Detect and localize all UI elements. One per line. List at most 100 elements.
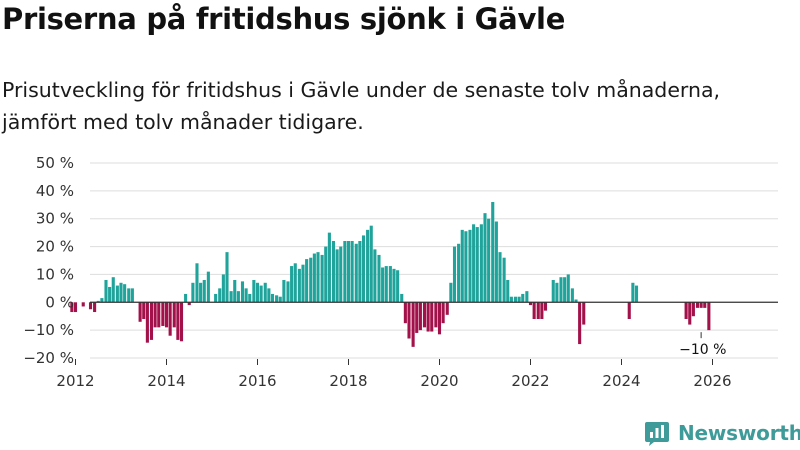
bar [464, 231, 468, 303]
bar [418, 302, 422, 331]
bar [115, 285, 119, 303]
x-tick-label: 2020 [420, 372, 458, 390]
bar [555, 282, 559, 303]
bar [327, 232, 331, 303]
bar [396, 270, 400, 303]
bar [293, 263, 297, 303]
axes: −20 % −10 % 0 % 10 % 20 % 30 % 40 % 50 % 2012 201… [23, 154, 778, 390]
bar [119, 282, 123, 303]
bar [240, 281, 245, 303]
bar [316, 252, 320, 303]
bar [517, 296, 521, 303]
bar [627, 302, 631, 319]
bar [263, 282, 267, 303]
bar [634, 285, 639, 303]
bar [452, 246, 457, 303]
bar [407, 302, 411, 339]
bar [688, 302, 692, 325]
bar [229, 291, 233, 303]
bar [551, 280, 555, 303]
bar [384, 266, 388, 303]
bar [475, 227, 479, 303]
bar [290, 266, 294, 303]
bar [457, 243, 461, 303]
bar [88, 302, 93, 310]
bar [96, 300, 100, 303]
bar [70, 302, 74, 313]
bar [449, 282, 453, 303]
bar [309, 257, 313, 303]
bar [479, 224, 483, 303]
bar [184, 293, 188, 303]
bar [301, 264, 305, 303]
annotation-label: −10 % [679, 342, 726, 358]
bar [320, 254, 324, 303]
bar [582, 302, 586, 325]
bar [369, 225, 373, 303]
bar [270, 293, 275, 303]
bar [218, 288, 222, 303]
bar [472, 224, 476, 303]
bar [434, 302, 438, 328]
bar [540, 302, 544, 319]
x-tick-label: 2024 [602, 372, 640, 390]
bar [195, 263, 199, 303]
bar [502, 257, 506, 303]
bar [707, 302, 711, 331]
gridlines [90, 162, 778, 359]
bar [236, 291, 240, 303]
bar [312, 253, 316, 303]
bar [248, 293, 252, 303]
bar [631, 282, 635, 303]
bar [513, 296, 518, 303]
bar [684, 302, 688, 319]
bar [578, 302, 582, 345]
bar [225, 252, 229, 303]
bar [108, 286, 112, 303]
bar [100, 298, 104, 303]
y-tick-label: 40 % [36, 182, 74, 200]
bar [532, 302, 536, 319]
y-tick-label: 20 % [36, 238, 74, 256]
bar [81, 302, 85, 307]
bar [536, 302, 540, 319]
bar [187, 302, 191, 306]
bar [415, 302, 419, 333]
bar [691, 302, 695, 317]
bar [574, 299, 578, 303]
bar [525, 291, 529, 303]
bar [324, 246, 328, 303]
bar [403, 302, 407, 324]
y-tick-label: −20 % [23, 349, 74, 367]
bar [202, 280, 206, 303]
bar-series [70, 202, 711, 347]
brand-logo: Newsworthy [644, 420, 800, 446]
x-tick-label: 2026 [693, 372, 731, 390]
bar [411, 302, 415, 347]
bar [244, 288, 248, 303]
bar [346, 241, 351, 303]
bar [305, 259, 309, 303]
bar [335, 249, 339, 303]
bar [460, 229, 464, 303]
bar [339, 246, 343, 303]
bar [491, 202, 495, 303]
bar [695, 302, 700, 308]
y-tick-label: 0 % [45, 293, 74, 311]
bar [358, 241, 362, 303]
bar [176, 302, 180, 340]
bar [191, 282, 195, 303]
x-tick-label: 2022 [511, 372, 549, 390]
bar [278, 296, 282, 303]
bar [559, 277, 563, 303]
bar [331, 241, 336, 303]
bar [214, 293, 218, 303]
bar [373, 249, 377, 303]
y-tick-label: 10 % [36, 265, 74, 283]
bar [286, 281, 290, 303]
bar [563, 277, 567, 303]
bar [127, 288, 131, 303]
bar [361, 235, 366, 303]
bar [468, 229, 472, 303]
bar [699, 302, 703, 308]
